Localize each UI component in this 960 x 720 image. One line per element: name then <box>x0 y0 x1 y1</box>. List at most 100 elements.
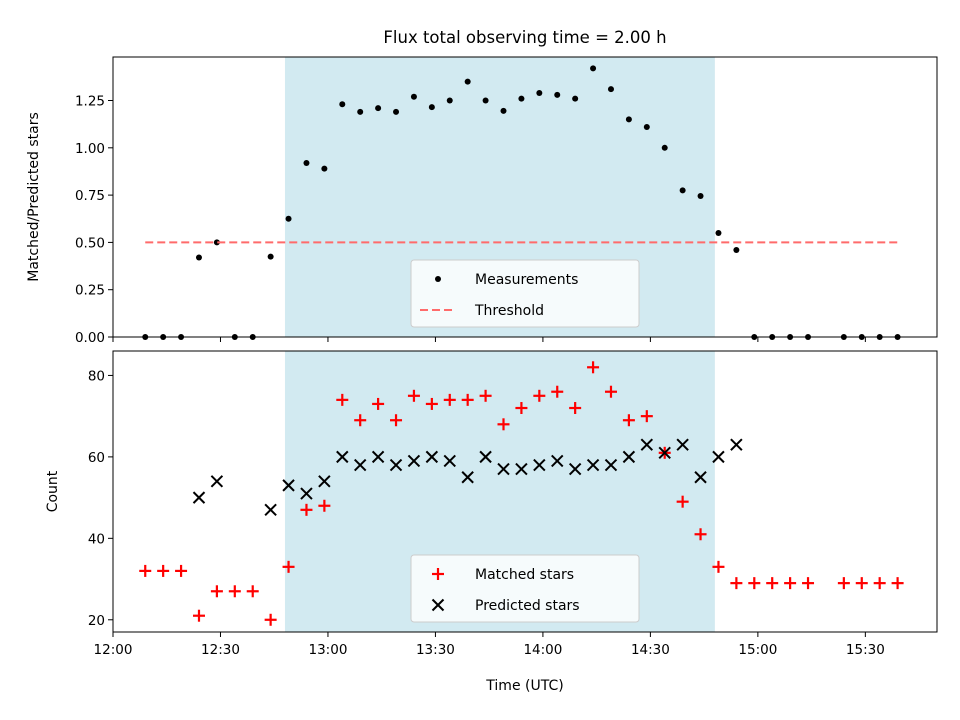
x-tick-label: 14:00 <box>523 642 562 658</box>
top-panel: 0.00 0.25 0.50 0.75 1.00 1.25 Flux total obse… <box>26 28 938 346</box>
measurement-point <box>267 253 274 260</box>
measurement-point <box>733 246 740 253</box>
legend-predicted-swatch <box>431 598 445 612</box>
predicted-stars-point <box>586 458 600 472</box>
top-legend-box <box>410 259 640 328</box>
x-tick-label: 13:00 <box>309 642 348 658</box>
matched-stars-point <box>264 613 277 626</box>
matched-stars-point <box>175 564 188 577</box>
y-tick-label: 40 <box>88 531 105 547</box>
measurement-point <box>428 104 435 111</box>
measurement-point <box>339 101 346 108</box>
predicted-stars-point <box>658 446 671 460</box>
predicted-stars-point <box>694 471 707 484</box>
measurement-point <box>643 124 650 130</box>
matched-stars-point <box>784 577 797 590</box>
matched-stars-point <box>587 361 600 374</box>
bottom-x-ticks: 12:00 12:30 13:00 13:30 14:00 14:30 15:00 15:30 <box>94 632 885 658</box>
matched-stars-point <box>192 609 205 622</box>
matched-stars-point <box>694 528 707 541</box>
predicted-stars-point <box>425 450 439 464</box>
predicted-stars-point <box>192 491 206 504</box>
predicted-stars-point <box>461 471 474 484</box>
y-tick-label: 0.25 <box>75 283 105 299</box>
predicted-stars-point <box>407 454 421 468</box>
y-tick-label: 0.50 <box>75 235 105 251</box>
x-tick-label: 14:30 <box>631 642 670 658</box>
measurement-point <box>393 108 400 115</box>
matched-stars-point <box>461 393 474 406</box>
measurement-point <box>321 165 328 172</box>
measurement-point <box>590 65 597 72</box>
top-plot-marks <box>142 65 901 340</box>
matched-stars-point <box>855 577 868 590</box>
y-tick-label: 1.25 <box>75 94 105 110</box>
predicted-stars-point <box>336 450 349 464</box>
y-tick-label: 80 <box>88 368 105 384</box>
bottom-y-axis-label: Count <box>45 470 61 512</box>
predicted-stars-point <box>210 475 224 488</box>
predicted-stars-point <box>282 479 295 492</box>
matched-stars-point <box>479 389 492 402</box>
measurement-point <box>357 108 364 115</box>
predicted-stars-point <box>640 438 654 451</box>
measurement-point <box>607 86 614 93</box>
matched-stars-point <box>515 402 528 415</box>
measurement-point <box>410 93 417 100</box>
predicted-stars-point <box>497 462 510 476</box>
legend-label: Matched stars <box>475 567 574 583</box>
y-tick-label: 20 <box>88 613 105 629</box>
bottom-panel: 12:00 12:30 13:00 13:30 14:00 14:30 15:00 15:30… <box>45 350 938 694</box>
measurement-point <box>195 254 202 261</box>
measurement-point <box>554 91 561 98</box>
x-tick-label: 12:30 <box>201 642 240 658</box>
measurement-point <box>446 97 453 104</box>
matched-stars-point <box>282 560 295 573</box>
matched-stars-point <box>802 577 815 590</box>
bottom-legend-entries: Matched stars Predicted stars <box>431 567 580 614</box>
matched-stars-point <box>873 577 886 590</box>
top-y-axis-label: Matched/Predicted stars <box>26 112 42 282</box>
matched-stars-point <box>533 389 546 402</box>
bottom-y-ticks: 20 40 60 80 <box>88 368 113 629</box>
chart-title: Flux total observing time = 2.00 h <box>383 28 666 47</box>
matched-stars-point <box>640 410 653 423</box>
predicted-stars-point <box>300 487 313 500</box>
x-tick-label: 15:00 <box>738 642 777 658</box>
measurement-point <box>572 95 579 102</box>
matched-stars-point <box>390 414 403 427</box>
bottom-plot-marks <box>139 361 904 626</box>
matched-stars-point <box>551 385 564 398</box>
predicted-stars-point <box>353 458 367 472</box>
matched-stars-point <box>300 503 313 516</box>
predicted-stars-point <box>389 458 403 472</box>
matched-stars-point <box>622 414 635 427</box>
top-axes-frame <box>112 56 938 338</box>
matched-stars-point <box>210 585 223 598</box>
matched-stars-point <box>497 418 510 431</box>
bottom-axes-frame <box>112 350 938 633</box>
predicted-stars-point <box>515 462 528 476</box>
y-tick-label: 0.00 <box>75 330 105 346</box>
x-tick-label: 13:30 <box>416 642 455 658</box>
x-tick-label: 12:00 <box>94 642 133 658</box>
measurement-point <box>661 144 668 151</box>
predicted-stars-point <box>622 450 636 464</box>
predicted-stars-point <box>264 503 277 517</box>
measurement-point <box>482 97 489 104</box>
top-legend: Measurements Threshold <box>410 259 640 328</box>
x-axis-label: Time (UTC) <box>485 678 563 694</box>
matched-stars-point <box>157 564 170 577</box>
predicted-stars-point <box>533 458 546 472</box>
measurement-point <box>679 187 686 194</box>
measurement-point <box>697 193 704 200</box>
matched-stars-point <box>139 564 152 577</box>
measurement-point <box>625 116 632 123</box>
y-tick-label: 0.75 <box>75 188 105 204</box>
matched-stars-point <box>766 577 779 590</box>
predicted-stars-point <box>371 450 385 464</box>
legend-label: Threshold <box>474 303 544 319</box>
predicted-stars-point <box>318 475 331 488</box>
bottom-legend-box <box>410 554 640 623</box>
